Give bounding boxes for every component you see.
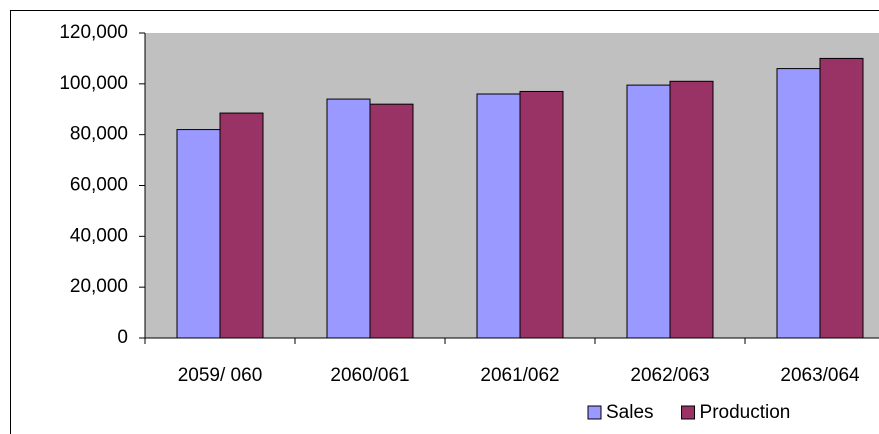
x-tick-label: 2062/063: [630, 365, 709, 386]
bar: [626, 84, 671, 339]
legend-label: Production: [700, 402, 791, 423]
y-tick-label: 60,000: [70, 175, 128, 196]
x-tick-label: 2060/061: [330, 365, 409, 386]
bar: [326, 98, 371, 339]
y-tick-label: 0: [117, 327, 128, 348]
bar: [776, 68, 821, 339]
bar: [369, 103, 414, 339]
y-tick-label: 20,000: [70, 276, 128, 297]
legend-label: Sales: [606, 402, 654, 423]
bar: [476, 93, 521, 339]
y-tick-label: 100,000: [59, 73, 128, 94]
bar: [819, 57, 864, 339]
bar: [219, 112, 264, 339]
x-tick-label: 2061/062: [480, 365, 559, 386]
y-tick-label: 120,000: [59, 22, 128, 43]
legend-swatch: [681, 405, 696, 420]
y-tick-label: 40,000: [70, 225, 128, 246]
bar: [176, 129, 221, 339]
x-tick-label: 2063/064: [780, 365, 860, 386]
x-tick-label: 2059/ 060: [178, 365, 263, 386]
bar: [519, 90, 564, 339]
bar: [669, 80, 714, 339]
y-tick-label: 80,000: [70, 124, 128, 145]
legend-swatch: [587, 405, 602, 420]
